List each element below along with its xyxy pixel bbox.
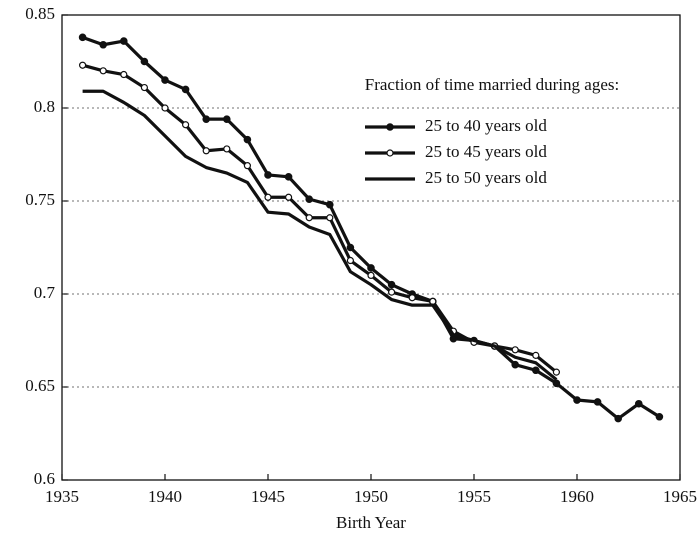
y-tick-label: 0.7 bbox=[34, 283, 56, 302]
legend-label: 25 to 50 years old bbox=[425, 168, 547, 187]
data-point bbox=[243, 135, 252, 144]
plot-frame bbox=[61, 14, 681, 481]
data-point bbox=[552, 368, 561, 376]
x-tick-label: 1945 bbox=[251, 487, 285, 506]
data-point bbox=[161, 104, 169, 112]
y-tick-label: 0.8 bbox=[34, 97, 55, 116]
y-tick-label: 0.75 bbox=[25, 190, 55, 209]
data-point bbox=[387, 280, 396, 289]
data-point bbox=[120, 70, 128, 79]
data-point bbox=[367, 264, 375, 272]
data-point bbox=[326, 214, 334, 222]
legend-label: 25 to 40 years old bbox=[425, 116, 547, 135]
data-point bbox=[429, 297, 437, 306]
x-tick-label: 1950 bbox=[354, 487, 388, 506]
data-point bbox=[573, 396, 581, 404]
data-point bbox=[181, 85, 190, 94]
legend-title: Fraction of time married during ages: bbox=[365, 75, 619, 94]
data-point bbox=[202, 147, 210, 155]
x-tick-label: 1940 bbox=[148, 487, 182, 506]
data-point bbox=[161, 76, 169, 84]
x-tick-label: 1935 bbox=[45, 487, 79, 506]
data-point bbox=[285, 193, 293, 201]
x-tick-label: 1955 bbox=[457, 487, 491, 506]
data-point bbox=[634, 399, 643, 408]
data-point bbox=[182, 121, 190, 129]
series-line bbox=[82, 89, 558, 381]
data-point bbox=[223, 145, 231, 153]
y-tick-label: 0.6 bbox=[34, 469, 55, 488]
x-tick-label: 1960 bbox=[560, 487, 594, 506]
data-point bbox=[202, 115, 211, 123]
data-point bbox=[511, 360, 520, 369]
x-axis-label: Birth Year bbox=[336, 513, 406, 532]
data-point bbox=[78, 33, 87, 42]
y-tick-label: 0.65 bbox=[25, 376, 55, 395]
data-point bbox=[531, 366, 540, 375]
legend-marker bbox=[386, 149, 394, 157]
data-point bbox=[120, 37, 128, 45]
data-point bbox=[264, 171, 272, 179]
series-line bbox=[82, 35, 661, 421]
data-point bbox=[284, 173, 293, 181]
data-point bbox=[78, 61, 87, 69]
data-point bbox=[593, 398, 602, 406]
data-point bbox=[99, 40, 108, 49]
data-point bbox=[325, 200, 334, 209]
data-point bbox=[223, 115, 231, 123]
data-point bbox=[346, 256, 354, 265]
data-point bbox=[367, 271, 375, 279]
data-point bbox=[305, 195, 314, 203]
data-point bbox=[532, 351, 540, 359]
legend-label: 25 to 45 years old bbox=[425, 142, 547, 161]
data-point bbox=[264, 193, 272, 201]
data-point bbox=[243, 162, 251, 170]
data-point bbox=[99, 67, 107, 75]
data-point bbox=[511, 346, 519, 354]
legend-marker bbox=[386, 123, 394, 131]
data-point bbox=[552, 379, 561, 388]
data-point bbox=[408, 294, 416, 302]
y-tick-label: 0.85 bbox=[25, 4, 55, 23]
series-line bbox=[82, 63, 558, 374]
data-point bbox=[140, 57, 149, 66]
data-point bbox=[305, 214, 313, 222]
data-point bbox=[614, 414, 623, 423]
data-point bbox=[388, 288, 396, 296]
data-point bbox=[140, 83, 148, 92]
data-point bbox=[655, 412, 664, 421]
x-tick-label: 1965 bbox=[663, 487, 697, 506]
data-point bbox=[346, 243, 355, 252]
